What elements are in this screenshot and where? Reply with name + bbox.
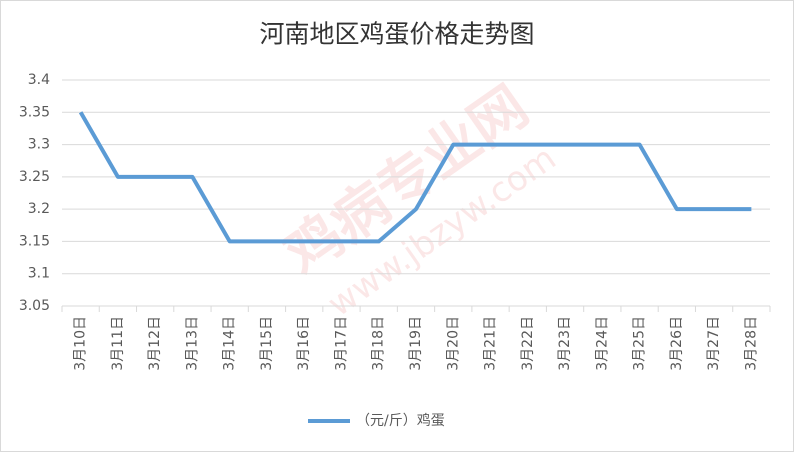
x-tick-label: 3月10日 (73, 316, 89, 371)
y-tick-label: 3.3 (28, 137, 50, 153)
x-tick-label: 3月12日 (147, 316, 163, 371)
x-tick-label: 3月24日 (594, 316, 610, 371)
x-tick-label: 3月23日 (557, 316, 573, 371)
chart-title: 河南地区鸡蛋价格走势图 (259, 20, 534, 49)
x-tick-label: 3月13日 (184, 316, 200, 371)
y-tick-label: 3.4 (28, 72, 50, 88)
x-tick-label: 3月15日 (259, 316, 275, 371)
y-tick-label: 3.2 (28, 201, 50, 217)
x-tick-label: 3月20日 (445, 316, 461, 371)
x-tick-label: 3月16日 (296, 316, 312, 371)
x-tick-label: 3月28日 (743, 316, 759, 371)
legend-label: （元/斤）鸡蛋 (356, 412, 445, 429)
y-tick-label: 3.15 (19, 233, 50, 249)
y-tick-label: 3.05 (19, 298, 50, 314)
x-tick-label: 3月18日 (371, 316, 387, 371)
x-tick-label: 3月22日 (520, 316, 536, 371)
x-tick-label: 3月19日 (408, 316, 424, 371)
line (78, 111, 752, 244)
x-tick-label: 3月11日 (110, 316, 126, 371)
x-tick-label: 3月26日 (669, 316, 685, 371)
x-tick-label: 3月25日 (632, 316, 648, 371)
y-tick-label: 3.1 (28, 266, 50, 282)
x-tick-label: 3月14日 (222, 316, 238, 371)
x-tick-label: 3月21日 (483, 316, 499, 371)
y-tick-label: 3.25 (19, 169, 50, 185)
y-tick-label: 3.35 (19, 104, 50, 120)
x-tick-label: 3月17日 (333, 316, 349, 371)
x-tick-label: 3月27日 (706, 316, 722, 371)
